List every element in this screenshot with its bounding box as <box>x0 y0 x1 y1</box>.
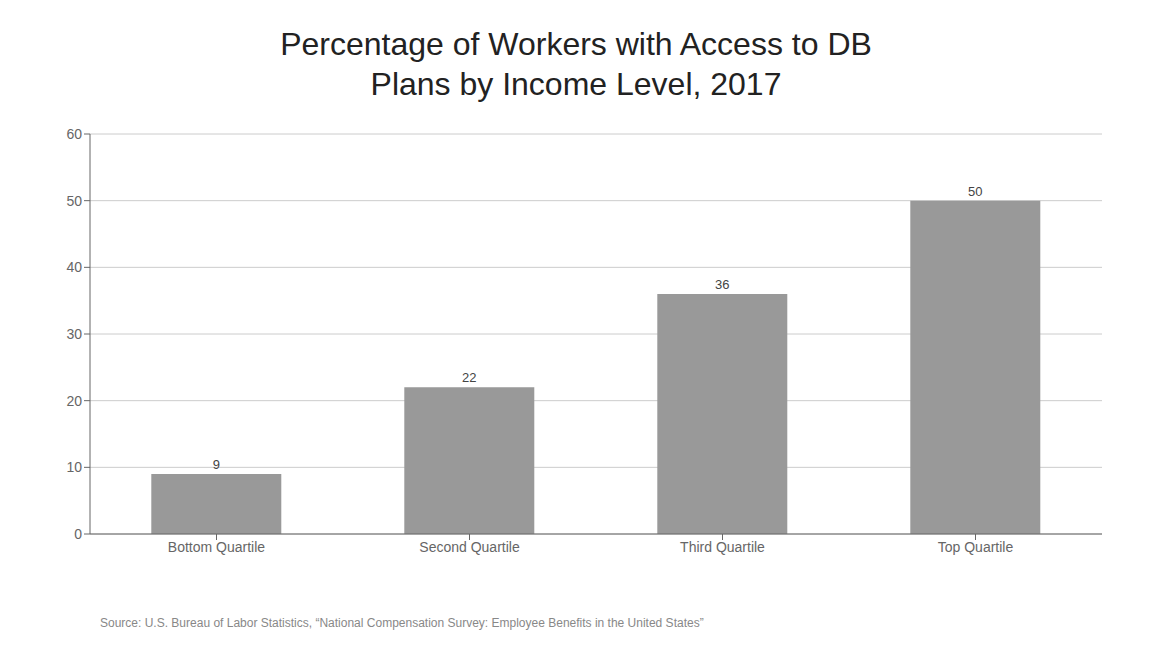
svg-text:20: 20 <box>66 393 82 409</box>
html-text:Percentage of Workers with Acc: Percentage of Workers with Access to DB <box>280 26 872 62</box>
svg-text:10: 10 <box>66 459 82 475</box>
svg-text:50: 50 <box>968 184 982 199</box>
html-text:Plans by Income Level, 2017: Plans by Income Level, 2017 <box>370 66 782 102</box>
svg-text:60: 60 <box>66 126 82 142</box>
svg-text:Top Quartile: Top Quartile <box>938 539 1014 555</box>
svg-text:36: 36 <box>715 277 729 292</box>
svg-text:0: 0 <box>74 526 82 542</box>
svg-text:50: 50 <box>66 193 82 209</box>
svg-text:Bottom Quartile: Bottom Quartile <box>168 539 265 555</box>
html-text:Source: U.S. Bureau of Labor S: Source: U.S. Bureau of Labor Statistics,… <box>100 616 704 630</box>
svg-text:22: 22 <box>462 370 476 385</box>
svg-text:Third Quartile: Third Quartile <box>680 539 765 555</box>
svg-text:30: 30 <box>66 326 82 342</box>
svg-text:40: 40 <box>66 259 82 275</box>
svg-text:Second Quartile: Second Quartile <box>419 539 520 555</box>
svg-text:9: 9 <box>213 457 220 472</box>
